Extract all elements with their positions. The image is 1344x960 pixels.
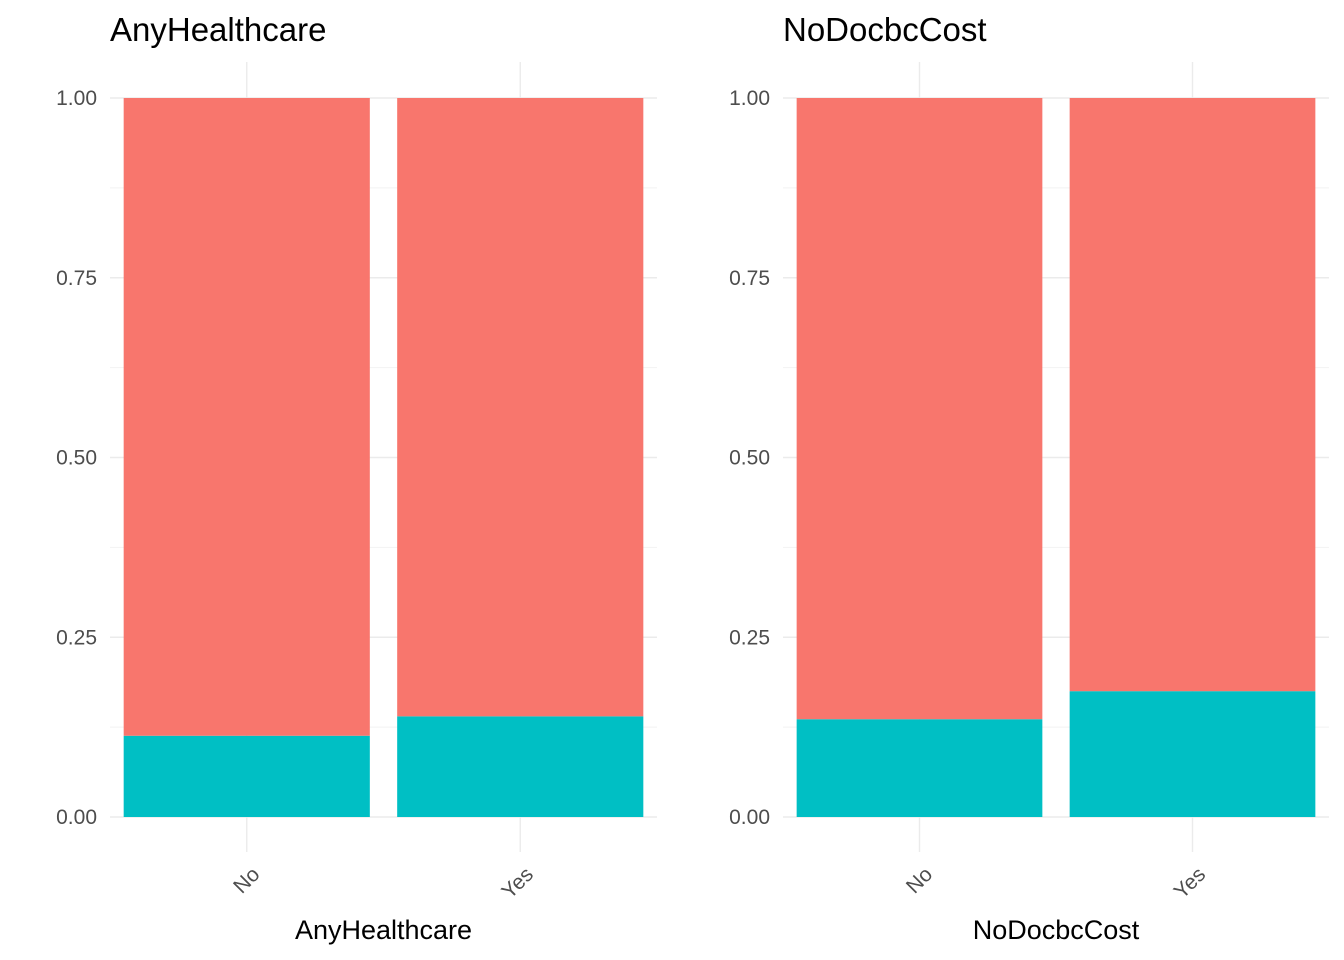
y-tick-label: 1.00 bbox=[56, 87, 97, 110]
panel-anyhealthcare: AnyHealthcare AnyHealthcare 0.00 0.25 0.50… bbox=[56, 11, 657, 945]
x-tick-label: No bbox=[229, 863, 264, 898]
y-tick-label: 0.25 bbox=[56, 626, 97, 649]
y-tick-label: 1.00 bbox=[729, 87, 770, 110]
x-tick-label: Yes bbox=[1170, 863, 1210, 903]
panel-nodocbccost: NoDocbcCost NoDocbcCost 0.00 0.25 0.50 0.75… bbox=[729, 11, 1329, 945]
y-tick-label: 0.00 bbox=[56, 806, 97, 829]
bar-segment bbox=[397, 716, 644, 817]
y-tick-label: 0.75 bbox=[56, 267, 97, 290]
y-tick-label: 0.50 bbox=[56, 447, 97, 470]
bars bbox=[796, 98, 1316, 817]
x-axis-title: NoDocbcCost bbox=[973, 915, 1140, 945]
y-tick-label: 0.50 bbox=[729, 447, 770, 470]
chart-title: NoDocbcCost bbox=[783, 11, 987, 48]
x-tick-label: Yes bbox=[497, 863, 537, 903]
bars bbox=[123, 98, 644, 817]
x-tick-label: No bbox=[902, 863, 937, 898]
bar-segment bbox=[796, 98, 1043, 720]
y-tick-label: 0.75 bbox=[729, 267, 770, 290]
x-axis-title: AnyHealthcare bbox=[295, 915, 472, 945]
bar-segment bbox=[123, 98, 370, 736]
y-tick-label: 0.00 bbox=[729, 806, 770, 829]
bar-segment bbox=[1069, 98, 1316, 692]
bar-segment bbox=[796, 719, 1043, 817]
bar-segment bbox=[397, 98, 644, 717]
chart-title: AnyHealthcare bbox=[110, 11, 326, 48]
bar-segment bbox=[123, 735, 370, 817]
y-tick-label: 0.25 bbox=[729, 626, 770, 649]
bar-segment bbox=[1069, 691, 1316, 817]
